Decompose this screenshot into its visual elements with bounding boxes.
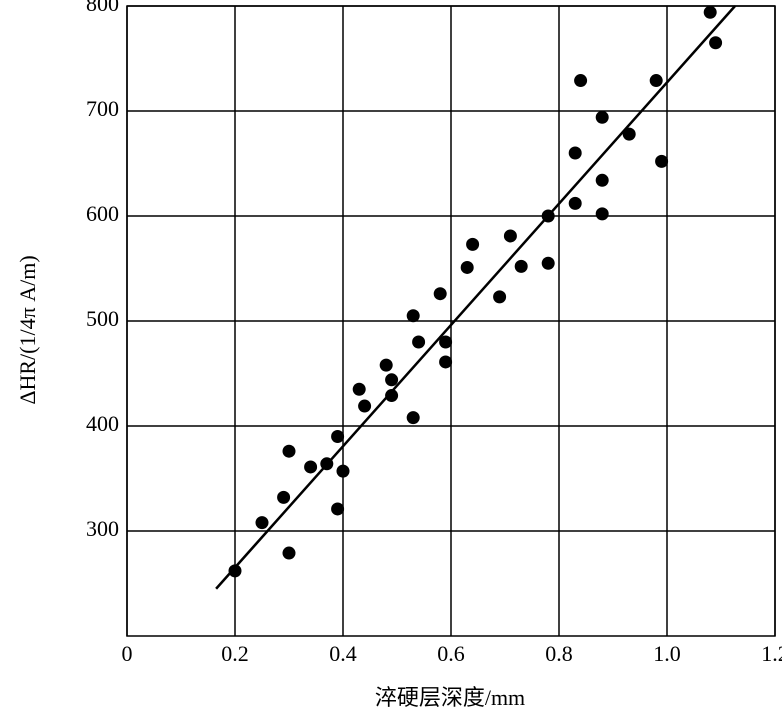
point [568, 146, 582, 160]
y-tick-label: 600 [86, 201, 119, 226]
point [406, 411, 420, 425]
point [277, 490, 291, 504]
point [255, 516, 269, 530]
point [514, 259, 528, 273]
point [439, 355, 453, 369]
point [304, 460, 318, 474]
point [595, 110, 609, 124]
point [503, 229, 517, 243]
point [336, 464, 350, 478]
point [282, 444, 296, 458]
x-tick-label: 0.8 [545, 641, 573, 666]
point [574, 74, 588, 88]
point [385, 389, 399, 403]
point [379, 358, 393, 372]
point [320, 457, 334, 471]
point [228, 564, 242, 578]
point [541, 256, 555, 270]
point [331, 502, 345, 516]
point [385, 373, 399, 387]
point [433, 287, 447, 301]
point [352, 382, 366, 396]
y-axis-label: ΔHR/(1/4π A/m) [15, 255, 40, 404]
x-tick-label: 0.2 [221, 641, 249, 666]
x-tick-label: 0 [122, 641, 133, 666]
y-tick-label: 700 [86, 96, 119, 121]
x-tick-label: 0.6 [437, 641, 465, 666]
point [282, 546, 296, 560]
point [595, 207, 609, 221]
point [703, 5, 717, 19]
fit-line [215, 5, 736, 590]
point [358, 399, 372, 413]
point [622, 127, 636, 141]
y-tick-label: 300 [86, 516, 119, 541]
y-tick-label: 400 [86, 411, 119, 436]
point [541, 209, 555, 223]
point [439, 335, 453, 349]
point [709, 36, 723, 50]
point [493, 290, 507, 304]
y-tick-label: 800 [86, 0, 119, 16]
point [412, 335, 426, 349]
y-tick-label: 500 [86, 306, 119, 331]
point [406, 309, 420, 323]
point [460, 260, 474, 274]
point [466, 237, 480, 251]
point [568, 196, 582, 210]
point [649, 74, 663, 88]
x-tick-label: 0.4 [329, 641, 357, 666]
x-tick-label: 1.2 [761, 641, 782, 666]
point [595, 173, 609, 187]
x-tick-label: 1.0 [653, 641, 681, 666]
point [331, 430, 345, 443]
x-axis-label: 淬硬层深度/mm [375, 685, 525, 710]
point [655, 154, 669, 168]
